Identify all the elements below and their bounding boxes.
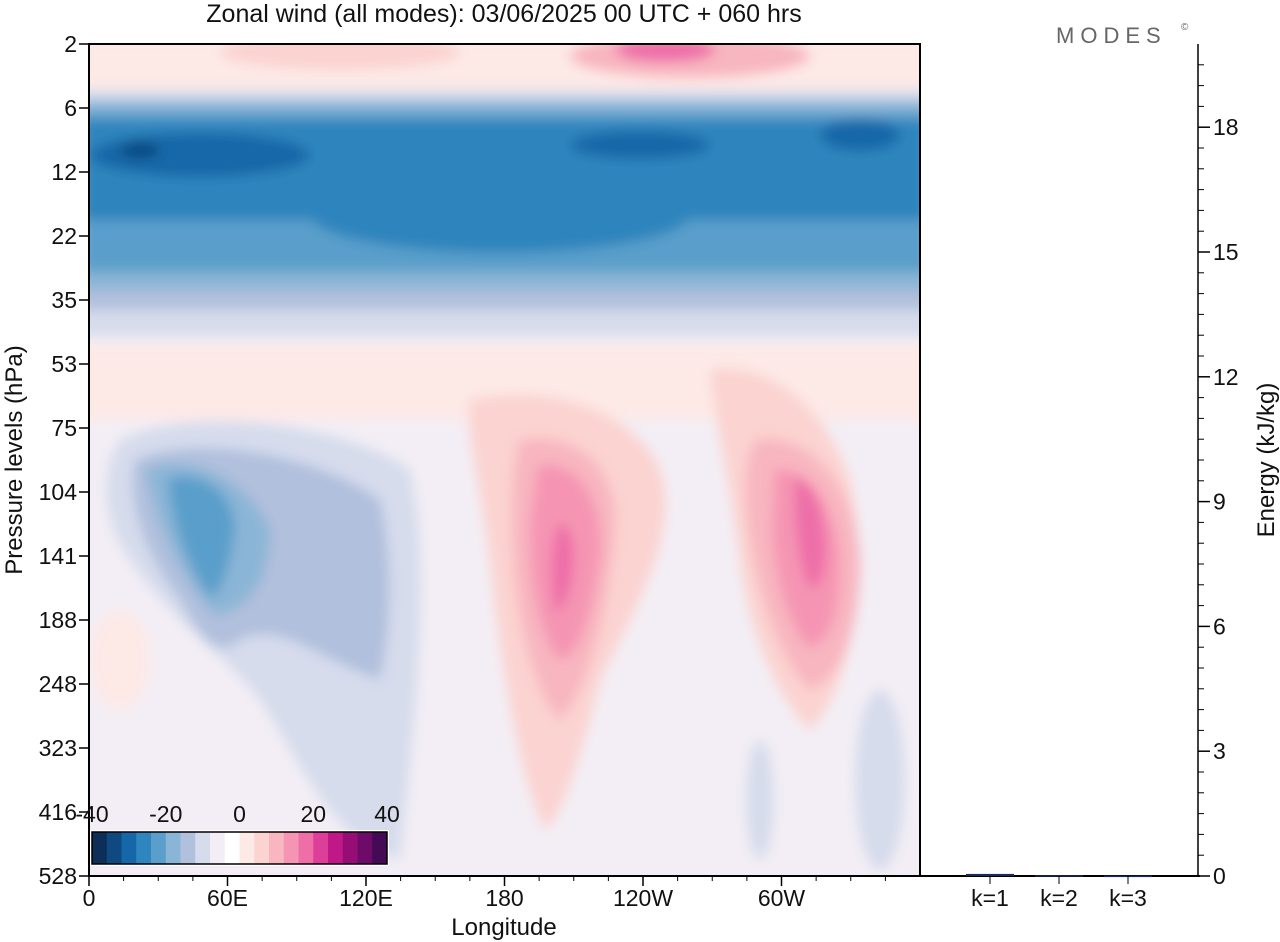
colorbar-swatch [92,832,108,864]
colorbar-tick-label: 20 [300,801,326,827]
pressure-tick-label: 416 [39,799,77,825]
easterly-patch [746,740,774,860]
westerly-patch [90,610,150,710]
energy-bar [966,873,1014,876]
pressure-tick-label: 2 [64,31,77,57]
top-westerly-core [615,44,715,62]
pressure-tick-label: 35 [51,287,77,313]
easterly-jet-core [820,119,900,151]
pressure-tick-label: 248 [39,671,77,697]
energy-tick-label: 0 [1213,863,1226,889]
colorbar-swatch [357,832,373,864]
colorbar-swatch [165,832,181,864]
westerly-max-60w [794,478,826,589]
colorbar-swatch [372,832,388,864]
pressure-tick-label: 323 [39,735,77,761]
pressure-tick-label: 141 [39,543,77,569]
colorbar-tick-label: 40 [374,801,400,827]
colorbar-swatch [136,832,152,864]
energy-tick-label: 6 [1213,613,1226,639]
pressure-tick-label: 12 [51,159,77,185]
transition-band [89,100,920,114]
x-axis-title: Longitude [451,914,556,941]
energy-tick-label: 3 [1213,738,1226,764]
colorbar-swatch [210,832,226,864]
chart-title: Zonal wind (all modes): 03/06/2025 00 UT… [206,0,801,28]
energy-axis-title: Energy (kJ/kg) [1253,383,1280,538]
longitude-tick-label: 120E [339,885,393,911]
colorbar-swatch [254,832,270,864]
easterly-jet-core [570,131,710,159]
easterly-patch [855,690,905,870]
pressure-tick-label: 528 [39,863,77,889]
colorbar-swatch [195,832,211,864]
pressure-tick-label: 6 [64,95,77,121]
colorbar-tick-label: 0 [233,801,246,827]
easterly-jet-lobe [310,177,690,253]
colorbar-swatch [313,832,329,864]
energy-axis: 0 3 6 9 12 15 18 [1198,64,1239,889]
mode-label: k=1 [971,885,1009,911]
energy-tick-label: 12 [1213,364,1239,390]
colorbar-swatch [121,832,137,864]
longitude-tick-label: 60W [758,885,806,911]
colorbar-swatch [151,832,167,864]
lower-transition-band [89,272,920,292]
logo-text: MODES [1056,23,1167,48]
energy-tick-label: 18 [1213,114,1239,140]
lower-transition-band [89,310,920,336]
mode-label: k=3 [1109,885,1147,911]
logo-mark: © [1181,22,1189,33]
energy-tick-label: 15 [1213,239,1239,265]
easterly-jet-core [120,142,160,158]
colorbar-swatch [180,832,196,864]
easterly-max [168,476,235,598]
energy-panel [919,44,1200,877]
energy-tick-label: 9 [1213,489,1226,515]
pressure-tick-label: 188 [39,607,77,633]
longitude-tick-label: 0 [83,885,96,911]
westerly-max-180 [551,524,575,612]
colorbar-frame [91,831,388,865]
colorbar-tick-label: -40 [75,801,108,827]
colorbar-swatch [342,832,358,864]
colorbar-swatch [283,832,299,864]
energy-bar [1035,875,1083,877]
colorbar: -40 -20 0 20 40 [75,801,400,866]
colorbar-swatch [328,832,344,864]
pressure-tick-label: 22 [51,223,77,249]
easterly-jet-core [90,133,310,177]
longitude-tick-label: 180 [485,885,523,911]
contour-field [89,44,920,876]
colorbar-swatch [106,832,122,864]
colorbar-swatch [239,832,255,864]
colorbar-tick-label: -20 [149,801,182,827]
pressure-tick-label: 75 [51,415,77,441]
mode-labels: k=1 k=2 k=3 [971,876,1147,911]
lower-transition-band [89,290,920,312]
colorbar-swatch [224,832,240,864]
longitude-axis: 0 60E 120E 180 120W 60W [83,876,886,911]
pressure-tick-label: 104 [39,479,78,505]
mode-label: k=2 [1040,885,1078,911]
colorbar-swatch [269,832,285,864]
longitude-tick-label: 120W [613,885,673,911]
pressure-axis: 2 6 12 22 35 53 75 104 141 188 248 323 416 528 [39,31,89,889]
top-westerly-patch [220,44,460,70]
colorbar-swatch [298,832,314,864]
modes-logo: MODES © [1056,22,1189,48]
pressure-tick-label: 53 [51,351,77,377]
y-axis-title: Pressure levels (hPa) [1,345,28,574]
longitude-tick-label: 60E [207,885,248,911]
